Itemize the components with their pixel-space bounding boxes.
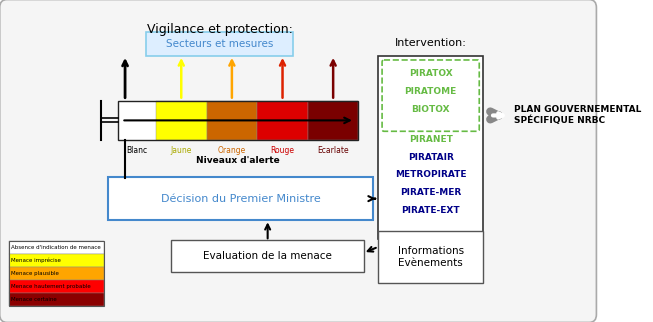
Bar <box>308 100 358 140</box>
Bar <box>9 267 104 280</box>
Text: Vigilance et protection:: Vigilance et protection: <box>146 23 293 36</box>
Text: PIRATAIR: PIRATAIR <box>407 153 454 162</box>
Text: Ecarlate: Ecarlate <box>317 146 349 155</box>
Text: Menace hautement probable: Menace hautement probable <box>10 284 90 289</box>
Text: Informations
Evènements: Informations Evènements <box>398 246 464 268</box>
Text: Décision du Premier Ministre: Décision du Premier Ministre <box>161 194 320 204</box>
Text: Absence d'indication de menace: Absence d'indication de menace <box>10 245 101 250</box>
Text: PLAN GOUVERNEMENTAL
SPÉCIFIQUE NRBC: PLAN GOUVERNEMENTAL SPÉCIFIQUE NRBC <box>514 105 641 126</box>
FancyBboxPatch shape <box>108 177 373 221</box>
Bar <box>9 280 104 293</box>
Text: PIRANET: PIRANET <box>409 135 453 144</box>
Bar <box>9 241 104 254</box>
Text: PIRATOX: PIRATOX <box>409 69 453 78</box>
FancyBboxPatch shape <box>171 240 364 272</box>
FancyBboxPatch shape <box>0 0 596 322</box>
Text: Rouge: Rouge <box>270 146 295 155</box>
Bar <box>9 254 104 267</box>
Text: Niveaux d'alerte: Niveaux d'alerte <box>197 156 280 165</box>
Bar <box>118 100 156 140</box>
Text: Secteurs et mesures: Secteurs et mesures <box>166 39 273 49</box>
Text: PIRATE-EXT: PIRATE-EXT <box>402 206 460 215</box>
Text: Orange: Orange <box>217 146 246 155</box>
Text: Jaune: Jaune <box>170 146 192 155</box>
Bar <box>379 231 483 283</box>
Text: Menace imprécise: Menace imprécise <box>10 258 61 263</box>
Text: Intervention:: Intervention: <box>394 38 467 48</box>
Bar <box>118 100 358 140</box>
Text: METROPIRATE: METROPIRATE <box>395 170 466 179</box>
Bar <box>9 293 104 306</box>
FancyBboxPatch shape <box>146 32 293 56</box>
Text: BIOTOX: BIOTOX <box>411 105 450 114</box>
FancyBboxPatch shape <box>382 60 479 131</box>
Bar <box>156 100 206 140</box>
Text: PIRATOME: PIRATOME <box>405 87 457 96</box>
Text: Menace certaine: Menace certaine <box>10 297 56 302</box>
Text: Menace plausible: Menace plausible <box>10 271 59 276</box>
Bar <box>379 56 483 239</box>
Bar <box>206 100 257 140</box>
Bar <box>257 100 308 140</box>
Bar <box>9 241 104 306</box>
Text: PIRATE-MER: PIRATE-MER <box>400 188 461 197</box>
Text: Evaluation de la menace: Evaluation de la menace <box>203 251 332 261</box>
Text: Blanc: Blanc <box>126 146 148 155</box>
